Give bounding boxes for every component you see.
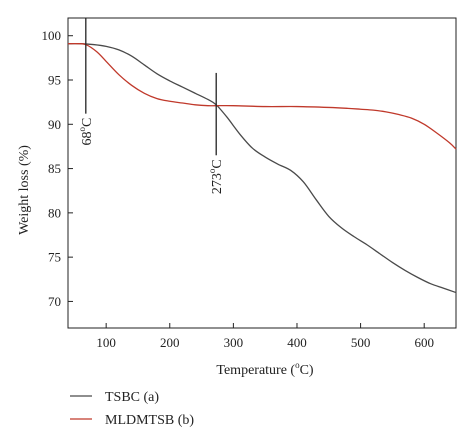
y-tick-label-95: 95	[48, 73, 61, 88]
x-tick-label-600: 600	[414, 335, 434, 350]
x-tick-label-500: 500	[351, 335, 371, 350]
y-tick-label-90: 90	[48, 117, 61, 132]
legend: TSBC (a) MLDMTSB (b)	[70, 390, 194, 428]
plot-area-border	[67, 17, 457, 329]
plot-frame	[67, 17, 457, 329]
x-tick-label-300: 300	[224, 335, 244, 350]
annotation-value-273: 273	[210, 173, 225, 194]
y-tick-label-100: 100	[42, 28, 62, 43]
x-tick-label-400: 400	[287, 335, 307, 350]
x-axis-title-superscript: o	[295, 360, 300, 370]
annotation-unit-273: C	[210, 159, 225, 168]
legend-label-tsbc: TSBC (a)	[105, 390, 159, 405]
annotation-degree-273: o	[207, 168, 217, 173]
y-tick-label-80: 80	[48, 205, 61, 220]
series-line-tsbc	[67, 42, 457, 294]
tick-marks: 100 200 300 400 500 600 70 75 80 85 90 95 100	[42, 28, 434, 350]
x-tick-label-200: 200	[160, 335, 180, 350]
annotation-unit-68: C	[80, 118, 95, 127]
x-axis-title: Temperature (oC)	[216, 360, 314, 378]
annotation-label-68: 68oC	[77, 118, 95, 146]
y-tick-label-85: 85	[48, 161, 61, 176]
legend-label-mldmtsb: MLDMTSB (b)	[105, 413, 194, 428]
y-tick-label-70: 70	[48, 294, 61, 309]
annotation-degree-68: o	[77, 127, 87, 132]
series-line-mldmtsb	[67, 42, 457, 150]
y-tick-label-75: 75	[48, 250, 61, 265]
x-axis-title-tail: C)	[300, 363, 314, 378]
annotation-label-273: 273oC	[207, 159, 225, 194]
x-tick-label-100: 100	[96, 335, 116, 350]
x-axis-title-main: Temperature (	[216, 363, 295, 378]
series-layer	[67, 42, 457, 294]
y-axis-title: Weight loss (%)	[17, 145, 32, 235]
annotation-value-68: 68	[80, 132, 95, 146]
